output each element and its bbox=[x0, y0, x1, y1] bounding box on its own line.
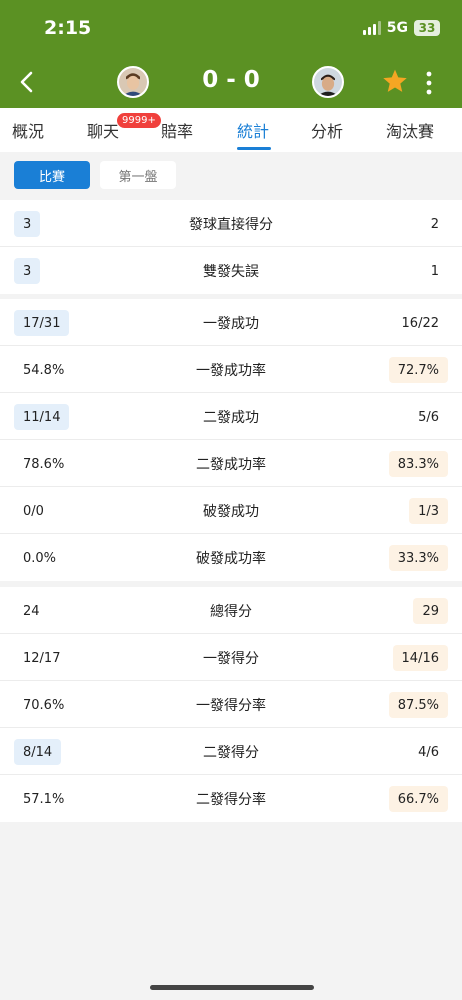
active-tab-indicator bbox=[237, 147, 271, 150]
signal-icon bbox=[362, 21, 381, 35]
away-stat-value: 29 bbox=[413, 598, 448, 624]
stat-row: 3 雙發失誤 1 bbox=[0, 247, 462, 294]
stat-row: 3 發球直接得分 2 bbox=[0, 200, 462, 247]
away-stat-value: 83.3% bbox=[388, 451, 448, 477]
app-header: 2:15 5G 33 0 - 0 bbox=[0, 0, 462, 108]
stat-label: 二發成功率 bbox=[196, 457, 266, 473]
network-type: 5G bbox=[386, 20, 408, 36]
stat-label: 二發得分 bbox=[203, 745, 259, 761]
stat-row: 12/17 一發得分 14/16 bbox=[0, 634, 462, 681]
away-stat-value: 5/6 bbox=[418, 409, 439, 425]
home-stat-value: 11/14 bbox=[14, 404, 70, 430]
away-stat-value: 4/6 bbox=[418, 744, 439, 760]
away-stat-value: 14/16 bbox=[392, 645, 448, 671]
tab-knockout[interactable]: 淘汰賽 bbox=[386, 122, 435, 141]
tab-analysis[interactable]: 分析 bbox=[311, 122, 344, 141]
home-stat-value: 12/17 bbox=[23, 650, 61, 666]
tab-bar: 概況 聊天 9999+ 賠率 統計 分析 淘汰賽 bbox=[0, 108, 462, 152]
stat-label: 一發得分率 bbox=[196, 698, 266, 714]
stat-label: 雙發失誤 bbox=[203, 264, 259, 280]
away-stat-value: 16/22 bbox=[401, 315, 439, 331]
stats-group-aces: 3 發球直接得分 2 3 雙發失誤 1 bbox=[0, 200, 462, 294]
stat-label: 二發成功 bbox=[203, 410, 259, 426]
stat-label: 破發成功率 bbox=[196, 551, 266, 567]
stat-row: 0/0 破發成功 1/3 bbox=[0, 487, 462, 534]
stat-row: 17/31 一發成功 16/22 bbox=[0, 299, 462, 346]
status-time: 2:15 bbox=[44, 17, 92, 39]
away-stat-value: 66.7% bbox=[388, 786, 448, 812]
home-player-avatar[interactable] bbox=[117, 66, 149, 98]
away-stat-value: 1/3 bbox=[409, 498, 448, 524]
stat-row: 8/14 二發得分 4/6 bbox=[0, 728, 462, 775]
status-indicators: 5G 33 bbox=[362, 20, 440, 36]
away-stat-value: 2 bbox=[430, 216, 439, 232]
tab-stats[interactable]: 統計 bbox=[237, 122, 270, 141]
stat-row: 54.8% 一發成功率 72.7% bbox=[0, 346, 462, 393]
stat-row: 11/14 二發成功 5/6 bbox=[0, 393, 462, 440]
home-stat-value: 70.6% bbox=[23, 697, 65, 713]
away-stat-value: 1 bbox=[430, 263, 439, 279]
home-stat-value: 57.1% bbox=[23, 791, 65, 807]
home-stat-value: 17/31 bbox=[14, 310, 70, 336]
segment-match[interactable]: 比賽 bbox=[14, 161, 90, 189]
stats-group-serve: 17/31 一發成功 16/22 54.8% 一發成功率 72.7% 11/14… bbox=[0, 299, 462, 581]
home-stat-value: 3 bbox=[14, 258, 41, 284]
segment-first-set[interactable]: 第一盤 bbox=[100, 161, 176, 189]
home-stat-value: 0.0% bbox=[23, 550, 57, 566]
stat-label: 破發成功 bbox=[203, 504, 259, 520]
home-stat-value: 0/0 bbox=[23, 503, 44, 519]
stat-label: 二發得分率 bbox=[196, 792, 266, 808]
stat-label: 一發成功率 bbox=[196, 363, 266, 379]
stat-label: 發球直接得分 bbox=[189, 217, 273, 233]
stat-label: 一發成功 bbox=[203, 316, 259, 332]
tab-odds[interactable]: 賠率 bbox=[161, 122, 194, 141]
more-vertical-icon[interactable] bbox=[422, 70, 436, 96]
away-stat-value: 87.5% bbox=[388, 692, 448, 718]
away-stat-value: 72.7% bbox=[388, 357, 448, 383]
stat-row: 78.6% 二發成功率 83.3% bbox=[0, 440, 462, 487]
home-stat-value: 8/14 bbox=[14, 739, 62, 765]
player-avatar-icon bbox=[119, 68, 147, 96]
stat-label: 總得分 bbox=[210, 604, 252, 620]
battery-icon: 33 bbox=[414, 20, 440, 36]
tab-overview[interactable]: 概況 bbox=[12, 122, 45, 141]
stats-group-points: 24 總得分 29 12/17 一發得分 14/16 70.6% 一發得分率 8… bbox=[0, 587, 462, 822]
period-selector: 比賽 第一盤 bbox=[0, 152, 462, 200]
stat-row: 57.1% 二發得分率 66.7% bbox=[0, 775, 462, 822]
home-stat-value: 54.8% bbox=[23, 362, 65, 378]
tab-chat[interactable]: 聊天 bbox=[87, 122, 120, 141]
home-stat-value: 24 bbox=[23, 603, 40, 619]
player-avatar-icon bbox=[314, 68, 342, 96]
stat-label: 一發得分 bbox=[203, 651, 259, 667]
home-stat-value: 3 bbox=[14, 211, 41, 237]
star-icon[interactable] bbox=[382, 68, 408, 94]
stat-row: 70.6% 一發得分率 87.5% bbox=[0, 681, 462, 728]
stat-row: 0.0% 破發成功率 33.3% bbox=[0, 534, 462, 581]
chat-count-badge: 9999+ bbox=[117, 113, 161, 128]
home-indicator[interactable] bbox=[150, 985, 314, 990]
match-score: 0 - 0 bbox=[202, 67, 260, 93]
home-stat-value: 78.6% bbox=[23, 456, 65, 472]
away-stat-value: 33.3% bbox=[388, 545, 448, 571]
away-player-avatar[interactable] bbox=[312, 66, 344, 98]
stat-row: 24 總得分 29 bbox=[0, 587, 462, 634]
chevron-left-icon[interactable] bbox=[14, 66, 42, 98]
